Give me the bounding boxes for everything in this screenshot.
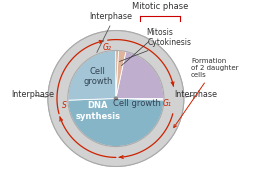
Wedge shape — [116, 51, 126, 99]
Wedge shape — [68, 99, 164, 146]
Circle shape — [114, 96, 118, 101]
Text: G₁: G₁ — [163, 99, 172, 108]
Text: DNA
synthesis: DNA synthesis — [75, 102, 120, 121]
Text: Cytokinesis: Cytokinesis — [120, 38, 192, 61]
Text: Interphase: Interphase — [89, 12, 132, 52]
Text: Mitosis: Mitosis — [121, 28, 173, 66]
Text: Interphase: Interphase — [174, 90, 217, 99]
Wedge shape — [116, 52, 164, 99]
Wedge shape — [48, 30, 184, 166]
Text: Cell growth: Cell growth — [113, 99, 161, 108]
Wedge shape — [116, 50, 118, 99]
Text: Cell
growth: Cell growth — [83, 67, 113, 86]
Wedge shape — [68, 50, 116, 100]
Text: G₂: G₂ — [102, 43, 111, 52]
Text: Mitotic phase: Mitotic phase — [132, 2, 188, 11]
Text: Interphase: Interphase — [11, 90, 54, 99]
Text: Formation
of 2 daughter
cells: Formation of 2 daughter cells — [174, 58, 239, 127]
Circle shape — [68, 50, 164, 146]
Circle shape — [48, 30, 184, 166]
Text: S: S — [62, 101, 67, 110]
